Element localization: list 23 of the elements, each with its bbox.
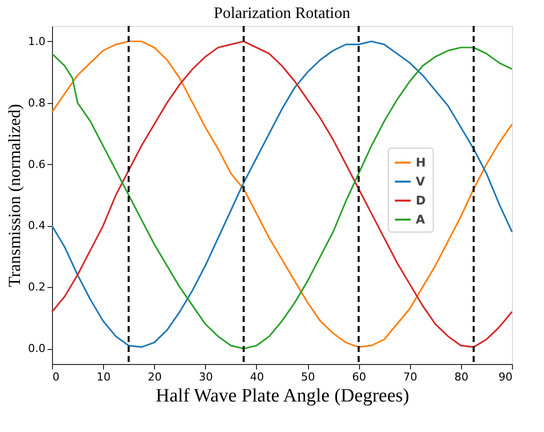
- y-tick-label: 0.8: [28, 96, 46, 110]
- x-tick-label: 90: [498, 370, 512, 384]
- y-tick-label: 0.2: [28, 280, 46, 294]
- x-tick-label: 30: [198, 370, 213, 384]
- x-tick-label: 50: [301, 370, 316, 384]
- x-tick-label: 80: [454, 370, 468, 384]
- x-axis-title: Half Wave Plate Angle (Degrees): [156, 386, 410, 406]
- y-axis-title: Transmission (normalized): [5, 104, 24, 288]
- x-tick-label: 20: [148, 370, 162, 384]
- y-tick-label: 0.4: [28, 219, 46, 232]
- x-tick-label: 10: [96, 370, 111, 384]
- chart-title: Polarization Rotation: [214, 5, 350, 22]
- legend-label: V: [416, 174, 426, 189]
- legend-label: D: [416, 194, 426, 208]
- y-tick-label: 0.0: [28, 342, 46, 356]
- x-tick-label: 70: [403, 370, 418, 384]
- x-tick-label: 40: [250, 370, 264, 384]
- x-tick-label: 60: [352, 370, 366, 384]
- y-tick-label: 1.0: [28, 34, 46, 48]
- legend-label: A: [416, 212, 426, 227]
- legend-label: H: [416, 156, 426, 170]
- y-tick-label: 0.6: [28, 158, 46, 171]
- x-tick-label: 0: [52, 370, 60, 384]
